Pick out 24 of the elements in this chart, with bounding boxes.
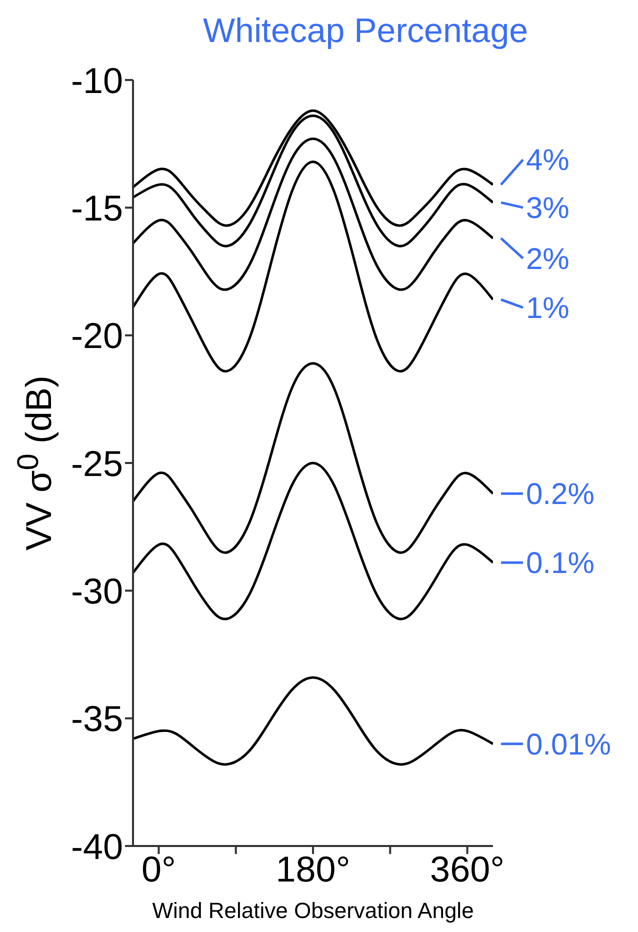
y-tick-label: -35: [70, 698, 123, 740]
line-series: [133, 362, 493, 554]
series-label: 0.1%: [526, 547, 594, 580]
series-label: 2%: [526, 242, 570, 276]
y-tick-label: -40: [70, 826, 123, 867]
y-tick-label: -30: [70, 570, 123, 612]
series-label: 1%: [526, 292, 570, 326]
line-series: [133, 462, 493, 620]
x-axis-title: Wind Relative Observation Angle: [151, 898, 475, 924]
y-tick-label: -25: [70, 442, 123, 484]
series-label: 0.2%: [526, 478, 594, 512]
chart-title: Whitecap Percentage: [202, 12, 530, 51]
series-label: 0.01%: [526, 728, 612, 762]
series-label: 3%: [526, 192, 570, 226]
y-tick-label: -15: [70, 187, 123, 228]
x-tick-label: 180°: [276, 848, 350, 890]
line-series: [133, 160, 493, 372]
line-series: [133, 137, 493, 291]
y-tick-label: -10: [70, 60, 123, 101]
x-tick-label: 0°: [142, 848, 176, 890]
x-tick-label: 360°: [430, 848, 505, 890]
series-label: 4%: [526, 144, 570, 178]
line-series: [133, 676, 493, 766]
y-tick-label: -20: [70, 315, 123, 356]
